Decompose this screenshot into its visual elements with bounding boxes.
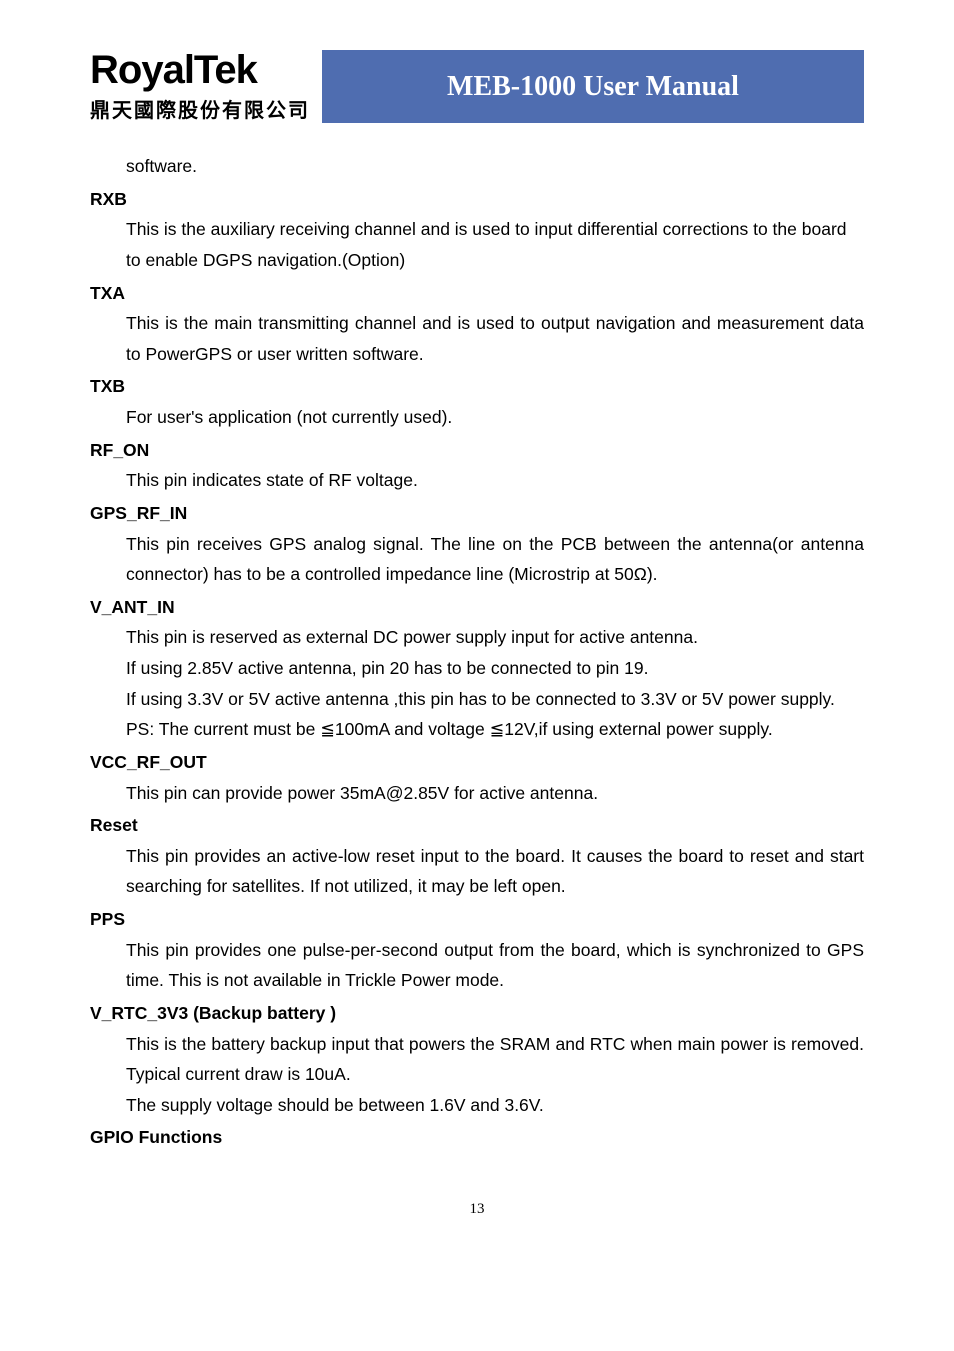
section-term: PPS xyxy=(90,904,864,935)
section-paragraph: This pin provides an active-low reset in… xyxy=(126,841,864,902)
section-paragraph: This pin is reserved as external DC powe… xyxy=(126,622,864,653)
section-paragraph: This is the main transmitting channel an… xyxy=(126,308,864,369)
section-paragraph: If using 2.85V active antenna, pin 20 ha… xyxy=(126,653,864,684)
section-term: RF_ON xyxy=(90,435,864,466)
section-term: VCC_RF_OUT xyxy=(90,747,864,778)
section-paragraph: PS: The current must be ≦100mA and volta… xyxy=(126,714,864,745)
section-term: GPIO Functions xyxy=(90,1122,864,1153)
sections-container: RXBThis is the auxiliary receiving chann… xyxy=(90,184,864,1153)
section-term: V_ANT_IN xyxy=(90,592,864,623)
section-term: GPS_RF_IN xyxy=(90,498,864,529)
title-bar-text: MEB-1000 User Manual xyxy=(447,71,739,103)
section-paragraph: For user's application (not currently us… xyxy=(126,402,864,433)
logo-main: RoyalTek xyxy=(90,50,310,90)
section-paragraph: This is the battery backup input that po… xyxy=(126,1029,864,1090)
section-term: TXA xyxy=(90,278,864,309)
section-paragraph: This pin receives GPS analog signal. The… xyxy=(126,529,864,590)
content-body: software. RXBThis is the auxiliary recei… xyxy=(90,151,864,1153)
logo-sub: 鼎天國際股份有限公司 xyxy=(90,94,310,123)
section-paragraph: This is the auxiliary receiving channel … xyxy=(126,214,864,275)
section-term: V_RTC_3V3 (Backup battery ) xyxy=(90,998,864,1029)
section-paragraph: This pin indicates state of RF voltage. xyxy=(126,465,864,496)
continuation-line: software. xyxy=(126,151,864,182)
section-paragraph: If using 3.3V or 5V active antenna ,this… xyxy=(126,684,864,715)
section-paragraph: The supply voltage should be between 1.6… xyxy=(126,1090,864,1121)
section-term: Reset xyxy=(90,810,864,841)
title-bar: MEB-1000 User Manual xyxy=(322,50,864,123)
section-paragraph: This pin can provide power 35mA@2.85V fo… xyxy=(126,778,864,809)
page-number: 13 xyxy=(90,1201,864,1218)
section-paragraph: This pin provides one pulse-per-second o… xyxy=(126,935,864,996)
page-header: RoyalTek 鼎天國際股份有限公司 MEB-1000 User Manual xyxy=(90,50,864,123)
section-term: RXB xyxy=(90,184,864,215)
logo-block: RoyalTek 鼎天國際股份有限公司 xyxy=(90,50,322,123)
section-term: TXB xyxy=(90,371,864,402)
